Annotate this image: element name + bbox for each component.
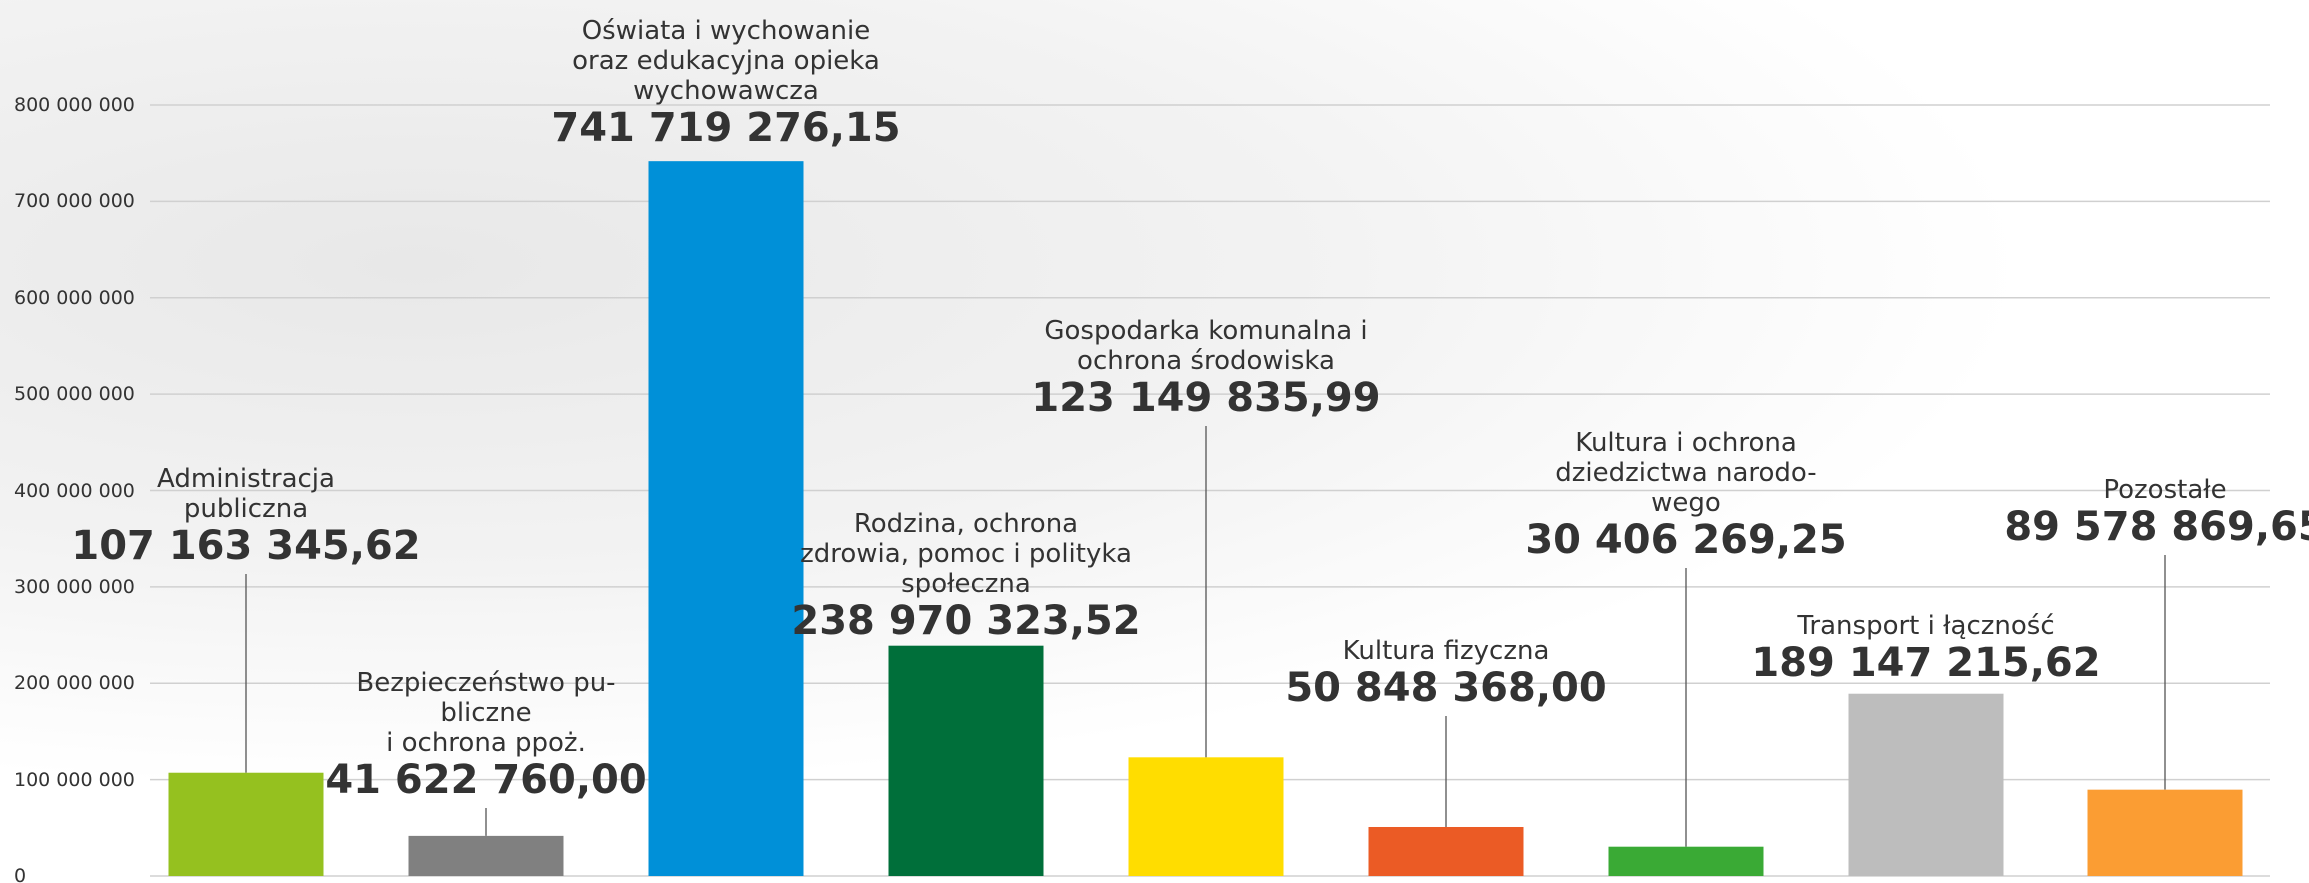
value-label: 107 163 345,62 [71, 523, 421, 569]
bar [1848, 693, 2004, 876]
value-label: 741 719 276,15 [551, 105, 901, 151]
value-label: 89 578 869,65 [2004, 504, 2309, 550]
y-tick-label: 800 000 000 [14, 94, 135, 116]
value-label: 30 406 269,25 [1525, 517, 1847, 563]
category-label: Oświata i wychowanie oraz edukacyjna opi… [572, 16, 880, 106]
bar [408, 835, 564, 876]
bar [2087, 789, 2243, 876]
bar [648, 161, 804, 877]
y-tick-label: 0 [14, 865, 27, 883]
value-label: 238 970 323,52 [791, 598, 1141, 644]
value-label: 41 622 760,00 [325, 757, 647, 803]
category-label: Administracja publiczna [157, 464, 335, 524]
y-tick-label: 200 000 000 [14, 672, 135, 695]
bar [1128, 757, 1284, 876]
y-tick-label: 300 000 000 [14, 575, 135, 598]
value-label: 123 149 835,99 [1031, 375, 1381, 421]
bar [168, 772, 324, 876]
value-label: 50 848 368,00 [1285, 665, 1607, 711]
category-label: Rodzina, ochrona zdrowia, pomoc i polity… [800, 509, 1132, 599]
y-tick-label: 400 000 000 [14, 479, 135, 502]
category-label: Kultura fizyczna [1342, 636, 1550, 666]
y-tick-label: 100 000 000 [14, 768, 135, 791]
y-tick-label: 500 000 000 [14, 383, 135, 406]
y-tick-label: 700 000 000 [14, 190, 135, 213]
y-tick-label: 600 000 000 [14, 286, 135, 309]
category-label: Pozostałe [2103, 475, 2227, 505]
category-label: Kultura i ochrona dziedzictwa narodo- we… [1555, 428, 1817, 518]
category-label: Bezpieczeństwo pu- bliczne i ochrona ppo… [356, 668, 616, 758]
category-label: Transport i łączność [1797, 611, 2055, 641]
bar [1368, 826, 1524, 876]
bar [888, 645, 1044, 876]
category-label: Gospodarka komunalna i ochrona środowisk… [1044, 316, 1368, 376]
bar [1608, 846, 1764, 876]
value-label: 189 147 215,62 [1751, 640, 2101, 686]
